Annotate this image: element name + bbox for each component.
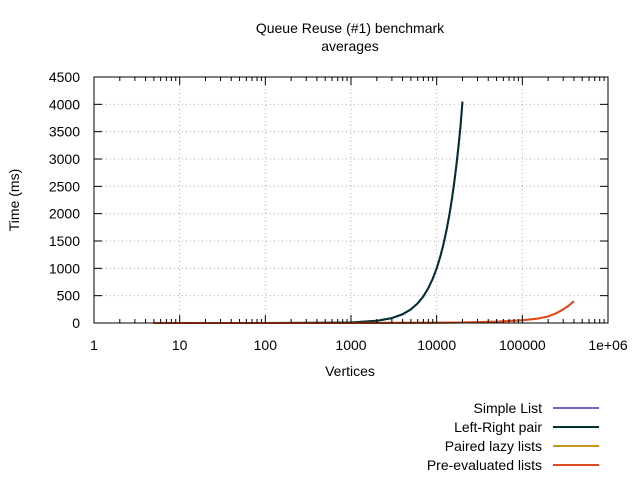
y-tick-label: 0 bbox=[72, 315, 80, 331]
y-tick-label: 4000 bbox=[49, 96, 80, 112]
grid bbox=[94, 77, 608, 323]
x-tick-label: 100000 bbox=[499, 337, 546, 353]
legend-label: Simple List bbox=[474, 400, 543, 416]
legend-label: Pre-evaluated lists bbox=[427, 457, 542, 473]
x-tick-label: 100 bbox=[254, 337, 278, 353]
y-tick-label: 3000 bbox=[49, 151, 80, 167]
legend-label: Paired lazy lists bbox=[445, 438, 542, 454]
legend: Simple List Left-Right pair Paired lazy li… bbox=[427, 400, 599, 473]
y-tick-label: 2500 bbox=[49, 178, 80, 194]
x-tick-label: 1e+06 bbox=[588, 337, 628, 353]
x-tick-label: 10 bbox=[172, 337, 188, 353]
x-tick-label: 1 bbox=[90, 337, 98, 353]
y-axis-label: Time (ms) bbox=[6, 169, 22, 231]
y-tick-label: 2000 bbox=[49, 206, 80, 222]
y-tick-label: 3500 bbox=[49, 124, 80, 140]
y-tick-label: 4500 bbox=[49, 69, 80, 85]
x-tick-label: 1000 bbox=[335, 337, 366, 353]
legend-label: Left-Right pair bbox=[454, 419, 542, 435]
y-tick-label: 1500 bbox=[49, 233, 80, 249]
y-tick-label: 500 bbox=[57, 288, 81, 304]
x-tick-label: 10000 bbox=[417, 337, 456, 353]
chart-title: Queue Reuse (#1) benchmark bbox=[256, 20, 445, 36]
chart-subtitle: averages bbox=[321, 38, 379, 54]
x-axis-label: Vertices bbox=[325, 363, 375, 379]
y-tick-label: 1000 bbox=[49, 260, 80, 276]
axis-ticks: 0 500 1000 1500 2000 2500 3000 3500 4000 4500 1 10 1… bbox=[49, 69, 628, 353]
